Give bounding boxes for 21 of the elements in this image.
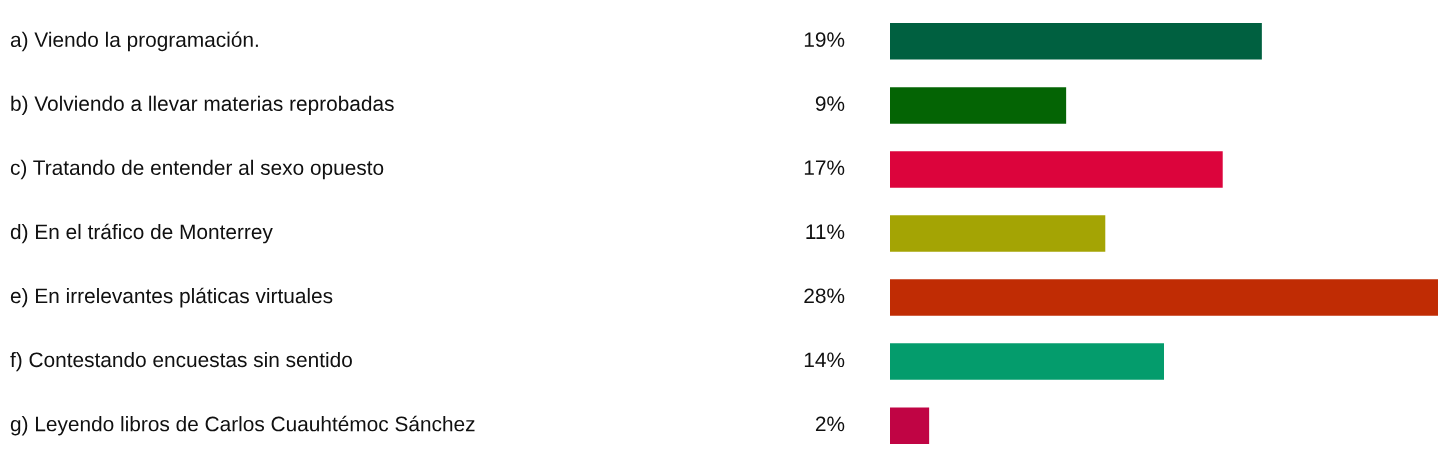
y-tick-label: e) En irrelevantes pláticas virtuales [10, 287, 333, 308]
data-label: 28% [804, 288, 845, 304]
bar [890, 215, 1106, 252]
data-label: 2% [815, 416, 845, 432]
data-label: 14% [804, 352, 845, 368]
data-label: 17% [804, 160, 845, 175]
y-tick-label: b) Volviendo a llevar materias reprobadas [11, 95, 394, 116]
data-label: 19% [804, 32, 845, 47]
y-tick-label: f) Contestando encuestas sin sentido [10, 351, 352, 372]
data-label: 9% [815, 96, 845, 111]
bar [890, 151, 1223, 188]
y-tick-label: d) En el tráfico de Monterrey [10, 223, 273, 244]
bar [890, 23, 1262, 60]
bar [890, 343, 1164, 380]
bar [890, 87, 1067, 124]
bar [890, 279, 1438, 316]
y-tick-label: a) Viendo la programación. [10, 31, 258, 52]
data-label: 11% [806, 224, 845, 240]
y-tick-label: c) Tratando de entender al sexo opuesto [10, 159, 384, 180]
bar [890, 407, 930, 444]
y-tick-label: g) Leyendo libros de Carlos Cuauhtémoc Sánchez [10, 415, 475, 436]
